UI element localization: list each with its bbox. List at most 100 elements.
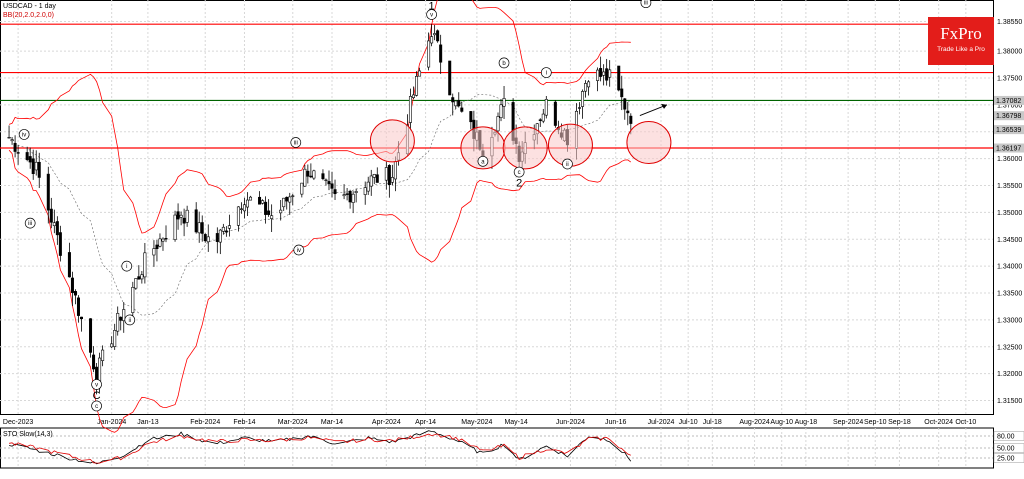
logo-tagline: Trade Like a Pro <box>937 46 985 53</box>
candle-body <box>270 215 274 219</box>
candle-body <box>384 167 388 181</box>
candle-body <box>89 318 93 353</box>
candle-body <box>98 357 102 382</box>
x-tick-label: Oct-2024 <box>924 419 953 426</box>
candle-body <box>143 252 147 278</box>
wave-label-text: iii <box>294 140 298 146</box>
indicator-label: BB(20,2.0,2.0,0) <box>3 12 54 19</box>
candle <box>345 187 349 201</box>
candle <box>451 93 455 116</box>
candle <box>330 171 334 198</box>
candle-body <box>303 168 307 187</box>
candle-body <box>309 175 313 178</box>
wave-label-text: C <box>93 390 101 402</box>
candle-body <box>411 94 416 98</box>
candle <box>73 289 77 305</box>
candle-body <box>393 161 397 180</box>
y-tick-label: 1.35500 <box>997 183 1022 190</box>
wave-label-ring <box>293 244 305 256</box>
candle <box>152 240 156 267</box>
candle-body <box>10 139 14 142</box>
candle-body <box>137 276 141 280</box>
candle <box>436 29 440 43</box>
wave-label: iii <box>290 137 302 148</box>
x-tick-label: Oct-10 <box>955 419 976 426</box>
candle-body <box>161 238 165 242</box>
price-tag: 1.36798 <box>994 111 1024 121</box>
candle <box>236 206 240 232</box>
candle-body <box>116 313 120 332</box>
candle <box>131 281 135 316</box>
candle-body <box>448 60 452 96</box>
candle-body <box>629 115 633 124</box>
candle <box>161 237 165 251</box>
candle <box>363 181 367 205</box>
candle-body <box>608 69 612 78</box>
wave-label: iv <box>18 129 30 140</box>
candle <box>620 75 624 111</box>
candle-body <box>76 297 80 316</box>
candle <box>448 60 452 96</box>
candle <box>351 191 355 214</box>
x-tick-label: May-14 <box>504 419 527 426</box>
wave-label-text: i <box>126 264 127 270</box>
candle <box>288 192 292 215</box>
candle-body <box>620 88 624 98</box>
x-tick-label: Jun-16 <box>605 419 627 426</box>
candle <box>285 196 289 210</box>
candle-body <box>31 158 35 175</box>
candle-body <box>119 316 123 321</box>
logo-brand: FxPro <box>940 24 982 43</box>
candle <box>303 164 307 187</box>
candle-body <box>182 217 186 224</box>
candle-body <box>28 156 32 163</box>
candle <box>10 137 14 145</box>
candle-body <box>345 193 349 195</box>
candle <box>469 111 473 130</box>
candle-body <box>427 40 431 68</box>
candle <box>321 169 325 181</box>
x-tick-label: Feb-2024 <box>190 419 220 426</box>
wave-label: i <box>121 260 133 272</box>
candle <box>581 89 585 119</box>
candle-body <box>218 229 222 243</box>
candle <box>137 265 141 280</box>
candle-body <box>34 161 38 171</box>
candle <box>155 239 159 262</box>
candle <box>267 199 271 217</box>
candle-body <box>279 209 283 214</box>
x-tick-label: Jul-10 <box>679 419 698 426</box>
candle <box>577 102 582 115</box>
sto-tick-box <box>993 453 1024 463</box>
candle <box>245 192 250 216</box>
wave-label: 1 <box>429 0 435 12</box>
candle-body <box>224 230 228 233</box>
candle <box>110 336 114 349</box>
candle-body <box>415 76 419 96</box>
x-tick-label: Apr-2024 <box>372 419 401 426</box>
candle-body <box>306 170 310 177</box>
wave-label-text: v <box>95 382 98 388</box>
candle-body <box>227 225 231 229</box>
candle <box>92 346 96 373</box>
candle-body <box>134 278 138 289</box>
candle <box>270 204 274 232</box>
candle-body <box>351 193 355 203</box>
candle <box>415 71 419 97</box>
candle <box>119 316 123 331</box>
candle-body <box>203 234 207 242</box>
wave-label-text: c <box>518 170 521 176</box>
y-tick-label: 1.31500 <box>997 398 1022 405</box>
candle <box>67 242 71 278</box>
candle-body <box>584 83 588 92</box>
wave-label-text: iv <box>297 248 301 254</box>
candle-body <box>605 68 609 81</box>
candle-body <box>544 99 548 116</box>
candle <box>387 164 391 198</box>
y-tick-label: 1.34500 <box>997 237 1022 244</box>
candle <box>239 202 243 214</box>
candle <box>164 225 168 243</box>
bollinger-lower <box>8 149 632 433</box>
x-tick-label: Aug-10 <box>770 419 793 426</box>
x-tick-label: Aug-2024 <box>739 419 769 426</box>
